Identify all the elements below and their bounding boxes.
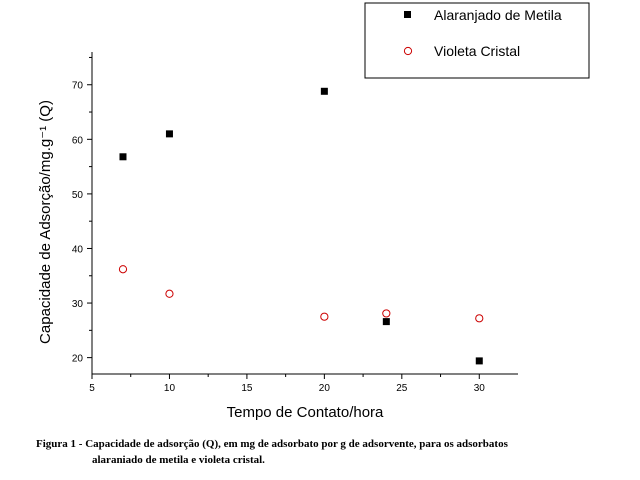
data-point-circle bbox=[382, 309, 391, 318]
legend-box bbox=[364, 2, 590, 79]
x-tick-label: 10 bbox=[164, 383, 176, 394]
data-point-circle bbox=[165, 289, 174, 298]
data-point-square bbox=[382, 318, 390, 326]
x-tick-label: 20 bbox=[319, 383, 331, 394]
y-tick-label: 30 bbox=[72, 299, 84, 310]
caption-line-2: alaraniado de metila e violeta cristal. bbox=[92, 454, 265, 466]
x-tick-label: 15 bbox=[241, 383, 253, 394]
y-axis-label: Capacidade de Adsorção/mg.g⁻¹ (Q) bbox=[37, 100, 54, 344]
data-point-square bbox=[165, 130, 173, 138]
data-point-square bbox=[320, 87, 328, 95]
axes bbox=[91, 52, 518, 375]
data-point-square bbox=[119, 153, 127, 161]
legend-entry-1: Alaranjado de Metila bbox=[434, 7, 562, 23]
legend: Alaranjado de Metila Violeta Cristal bbox=[364, 2, 590, 79]
scatter-chart: 5 10 15 20 25 30 20 30 40 50 60 70 Tempo de Contato… bbox=[37, 2, 590, 421]
data-point-square bbox=[475, 357, 483, 365]
x-tick-label: 25 bbox=[396, 383, 408, 394]
x-tick-label: 30 bbox=[474, 383, 486, 394]
y-tick-label: 20 bbox=[72, 354, 84, 365]
x-tick-label: 5 bbox=[89, 383, 95, 394]
legend-marker-circle bbox=[403, 46, 413, 56]
caption-line-1: Figura 1 - Capacidade de adsorção (Q), e… bbox=[36, 438, 508, 450]
x-axis-label: Tempo de Contato/hora bbox=[227, 404, 384, 421]
y-tick-label: 50 bbox=[72, 190, 84, 201]
data-point-circle bbox=[118, 265, 128, 274]
data-points bbox=[118, 87, 484, 365]
y-tick-label: 70 bbox=[72, 81, 84, 92]
axis-ticks: 5 10 15 20 25 30 20 30 40 50 60 70 bbox=[72, 56, 486, 394]
y-tick-label: 60 bbox=[72, 135, 84, 146]
data-point-circle bbox=[320, 312, 329, 321]
legend-marker-square bbox=[404, 11, 411, 18]
figure-caption: Figura 1 - Capacidade de adsorção (Q), e… bbox=[36, 436, 636, 468]
legend-entry-2: Violeta Cristal bbox=[434, 43, 520, 59]
data-point-circle bbox=[475, 314, 484, 323]
y-tick-label: 40 bbox=[72, 244, 84, 255]
